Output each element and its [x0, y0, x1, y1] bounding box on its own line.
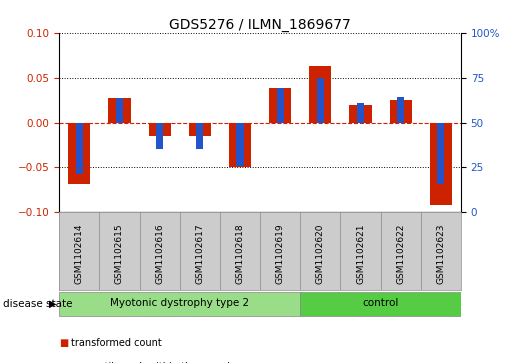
Text: GSM1102615: GSM1102615 — [115, 224, 124, 284]
Bar — [269, 88, 291, 123]
Bar — [149, 123, 170, 136]
Text: GSM1102614: GSM1102614 — [75, 224, 84, 284]
Text: GSM1102622: GSM1102622 — [396, 224, 405, 284]
Title: GDS5276 / ILMN_1869677: GDS5276 / ILMN_1869677 — [169, 18, 351, 32]
Bar — [116, 98, 123, 123]
Bar — [236, 123, 244, 166]
Bar — [357, 103, 364, 123]
Text: GSM1102616: GSM1102616 — [155, 224, 164, 284]
Bar — [76, 123, 83, 174]
Text: GSM1102621: GSM1102621 — [356, 224, 365, 284]
Bar — [390, 100, 411, 123]
FancyBboxPatch shape — [59, 292, 300, 316]
Bar — [277, 88, 284, 123]
Text: transformed count: transformed count — [71, 338, 161, 348]
Text: percentile rank within the sample: percentile rank within the sample — [71, 362, 235, 363]
Text: GSM1102620: GSM1102620 — [316, 224, 325, 284]
Bar — [189, 123, 211, 136]
Bar — [317, 78, 324, 123]
Bar — [68, 123, 90, 184]
Text: disease state: disease state — [3, 299, 72, 309]
FancyBboxPatch shape — [300, 292, 461, 316]
Bar — [109, 98, 130, 123]
Bar — [350, 105, 371, 123]
Text: GSM1102617: GSM1102617 — [195, 224, 204, 284]
Text: GSM1102618: GSM1102618 — [235, 224, 245, 284]
Bar — [229, 123, 251, 167]
Text: Myotonic dystrophy type 2: Myotonic dystrophy type 2 — [110, 298, 249, 309]
Text: GSM1102623: GSM1102623 — [436, 224, 445, 284]
Bar — [397, 97, 404, 123]
Bar — [310, 66, 331, 123]
Text: ▶: ▶ — [49, 299, 57, 309]
Text: control: control — [363, 298, 399, 309]
Bar — [430, 123, 452, 205]
Bar — [437, 123, 444, 184]
Bar — [196, 123, 203, 150]
Text: ■: ■ — [59, 362, 68, 363]
Bar — [156, 123, 163, 150]
Text: GSM1102619: GSM1102619 — [276, 224, 285, 284]
Text: ■: ■ — [59, 338, 68, 348]
